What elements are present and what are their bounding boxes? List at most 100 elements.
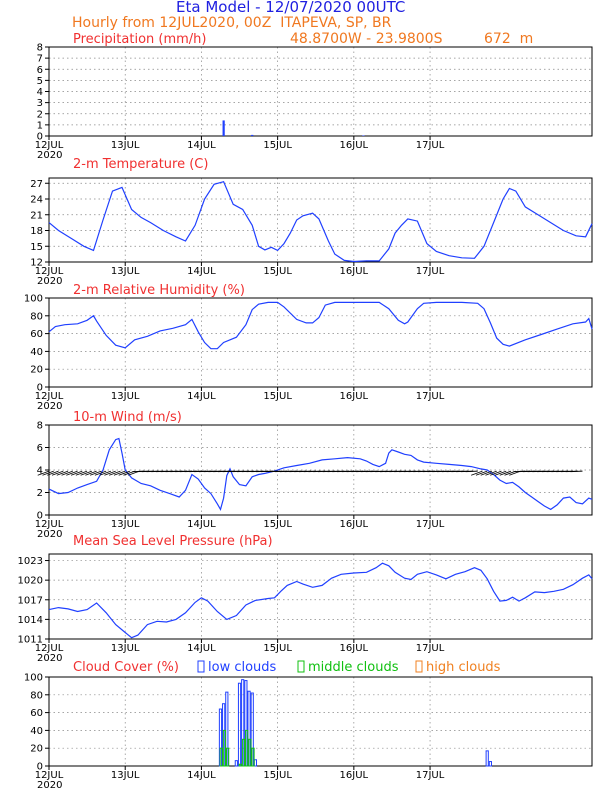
series-line [48,301,593,350]
legend-swatch [297,660,305,673]
panel-1 [45,46,593,140]
panel-title: Mean Sea Level Pressure (hPa) [73,534,273,549]
x-tick-label: 12JUL [35,519,64,530]
precip-bar [222,120,225,136]
y-tick-label: 40 [30,726,43,737]
legend-swatch [197,660,205,673]
y-tick-label: 0 [37,762,43,773]
y-tick-label: 0 [37,383,43,394]
legend-label: low clouds [208,660,277,675]
middle-clouds-bar [222,729,227,767]
x-year-label: 2020 [37,401,62,412]
legend-label: middle clouds [308,660,399,675]
legend-swatch [415,660,423,673]
panel-2 [45,177,593,266]
y-tick-label: 60 [30,329,43,340]
x-year-label: 2020 [37,529,62,540]
low-clouds-bar [485,750,489,767]
altitude: 672 m [484,31,534,47]
plot-frame [48,46,593,137]
y-tick-label: 2 [37,488,43,499]
series-line [48,562,593,639]
wind-arrow [494,470,507,476]
wind-arrow [66,470,78,476]
x-tick-label: 17JUL [416,643,445,654]
y-tick-label: 0 [37,132,43,143]
y-tick-label: 18 [30,226,43,237]
y-tick-label: 6 [37,65,43,76]
plot-frame [48,676,593,767]
low-clouds-bar [234,760,238,767]
precip-bar [251,134,254,136]
wind-arrow [485,470,497,476]
plot-frame [48,424,593,516]
y-tick-label: 60 [30,708,43,719]
y-tick-label: 1011 [18,635,43,646]
wind-arrow [89,470,102,476]
y-tick-label: 21 [30,210,43,221]
y-tick-label: 7 [37,54,43,65]
wind-arrow [499,470,512,476]
low-clouds-bar [253,759,258,767]
x-year-label: 2020 [37,276,62,287]
x-tick-label: 16JUL [340,140,369,151]
wind-arrow [42,470,54,476]
x-tick-label: 12JUL [35,266,64,277]
y-tick-label: 1 [37,120,43,131]
plot-frame [48,177,593,263]
x-tick-label: 16JUL [340,643,369,654]
middle-clouds-bar [226,747,230,767]
middle-clouds-bar [219,747,223,767]
y-tick-label: 1023 [18,556,43,567]
wind-arrow [475,470,488,476]
y-tick-label: 100 [24,673,43,684]
y-tick-label: 80 [30,690,43,701]
low-clouds-bar [237,682,242,767]
wind-arrow [118,470,131,476]
y-tick-label: 12 [30,258,43,269]
panel-title: 2-m Relative Humidity (%) [73,283,245,298]
y-tick-label: 27 [30,179,43,190]
wind-arrow [570,470,583,473]
y-tick-label: 4 [37,466,43,477]
y-tick-label: 24 [30,195,43,206]
x-tick-label: 17JUL [416,391,445,402]
panel-title: 10-m Wind (m/s) [73,410,182,425]
x-year-label: 2020 [37,780,62,791]
x-tick-label: 13JUL [111,770,140,781]
middle-clouds-bar [238,763,242,767]
y-tick-label: 2 [37,109,43,120]
y-tick-label: 8 [37,421,43,432]
wind-arrow [80,470,93,476]
y-tick-label: 20 [30,365,43,376]
y-tick-label: 3 [37,98,43,109]
x-tick-label: 14JUL [187,391,216,402]
y-tick-label: 15 [30,242,43,253]
panel-3 [45,297,593,391]
x-tick-label: 15JUL [263,266,292,277]
y-tick-label: 4 [37,87,43,98]
x-tick-label: 13JUL [111,391,140,402]
x-tick-label: 17JUL [416,140,445,151]
middle-clouds-bar [248,738,252,767]
y-tick-label: 80 [30,311,43,322]
x-tick-label: 15JUL [263,140,292,151]
run-info: Hourly from 12JUL2020, 00Z ITAPEVA, SP, … [72,15,392,31]
panel-title: Cloud Cover (%) [73,660,179,675]
x-tick-label: 14JUL [187,140,216,151]
wind-arrow [56,470,69,476]
x-tick-label: 12JUL [35,140,64,151]
x-tick-label: 15JUL [263,519,292,530]
wind-arrow [47,470,59,476]
legend-label: high clouds [426,660,501,675]
x-tick-label: 13JUL [111,519,140,530]
x-tick-label: 12JUL [35,391,64,402]
x-tick-label: 15JUL [263,643,292,654]
coordinates: 48.8700W - 23.9800S [290,31,443,47]
x-tick-label: 16JUL [340,770,369,781]
wind-arrow [85,470,97,476]
y-tick-label: 100 [24,294,43,305]
x-tick-label: 16JUL [340,519,369,530]
middle-clouds-bar [245,729,249,767]
plot-frame [48,297,593,388]
